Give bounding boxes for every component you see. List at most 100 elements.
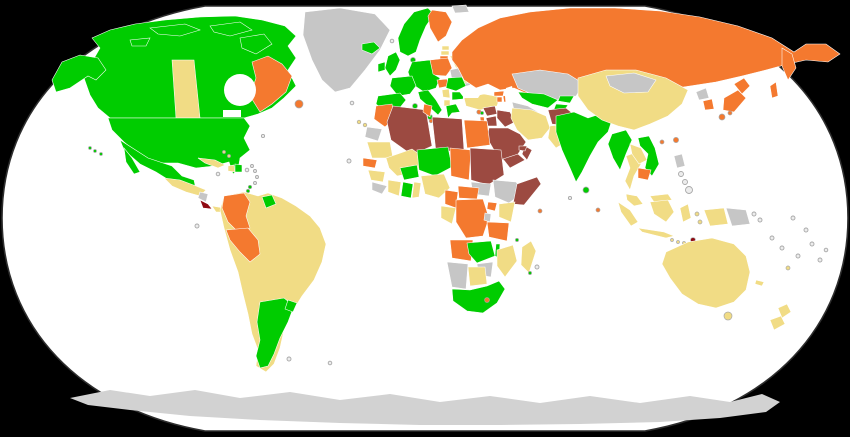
region-hong-kong (659, 139, 665, 145)
region-malaysia (625, 193, 644, 207)
region-mauritius (534, 264, 540, 270)
region-madagascar (520, 240, 537, 274)
region-jamaica (215, 171, 221, 177)
region-ireland (377, 61, 386, 73)
region-indonesia (703, 207, 729, 227)
region-reunion (528, 271, 532, 275)
region-newfoundland (294, 99, 304, 109)
region-south-korea (702, 98, 715, 111)
region-comoros (515, 238, 519, 242)
region-uganda (486, 201, 498, 212)
region-svalbard (451, 4, 470, 14)
region-guinea (367, 169, 386, 183)
region-indonesia (694, 211, 700, 217)
region-indonesia (617, 201, 639, 227)
region-philippines (673, 153, 686, 169)
region-mozambique (496, 244, 518, 278)
region-tanzania (486, 221, 510, 242)
region-falkland-islands (286, 356, 292, 362)
region-france (389, 75, 417, 97)
region-india (555, 111, 613, 183)
region-uae (518, 145, 528, 152)
region-canary-islands (356, 119, 362, 125)
region-lesser-antilles (250, 164, 254, 168)
region-sardinia (412, 103, 418, 109)
region-zambia (466, 240, 496, 264)
region-hawaii (88, 146, 92, 150)
region-haiti (227, 164, 236, 173)
region-canadian-arctic-islands (129, 37, 151, 47)
region-dominican-republic (234, 163, 243, 173)
region-togo-benin (411, 181, 422, 199)
region-galapagos (194, 223, 200, 229)
region-greece (445, 103, 461, 119)
region-canadian-arctic-islands (209, 21, 253, 37)
region-serbia (441, 88, 451, 99)
region-seychelles (537, 208, 543, 214)
region-japan (718, 113, 726, 121)
region-cote-divoire (387, 179, 402, 197)
region-finland (427, 9, 453, 43)
region-cape-verde (346, 158, 352, 164)
region-indonesia (637, 227, 675, 239)
region-japan (722, 89, 747, 113)
region-gabon-congo (440, 205, 457, 225)
region-taiwan (673, 137, 679, 143)
region-lesser-antilles (253, 181, 257, 185)
region-azores (349, 100, 355, 106)
region-pacific-islands (823, 247, 829, 253)
region-trinidad-tobago (247, 184, 253, 190)
region-niger (416, 146, 453, 177)
region-indonesia (679, 203, 692, 223)
region-iceland (361, 41, 381, 55)
region-mexico (123, 147, 141, 175)
region-yemen (502, 153, 526, 169)
region-antarctica (70, 390, 780, 425)
region-cuba (197, 157, 226, 169)
region-canary-islands (362, 122, 368, 128)
region-new-zealand (769, 315, 786, 331)
region-uzbekistan (517, 91, 559, 109)
region-south-georgia (327, 360, 333, 366)
region-indonesia (649, 199, 675, 223)
region-lebanon (480, 111, 484, 115)
region-greenland (302, 7, 391, 93)
region-ghana (400, 181, 414, 199)
region-united-kingdom (384, 51, 401, 77)
region-usa (51, 54, 107, 93)
region-papua-new-guinea (725, 207, 751, 227)
region-indonesia (697, 219, 703, 225)
region-canadian-arctic-islands (239, 33, 273, 55)
region-georgia (493, 90, 505, 97)
region-pacific-islands (790, 215, 796, 221)
region-new-zealand (777, 303, 792, 319)
region-australia (661, 237, 751, 309)
region-botswana (467, 266, 488, 287)
map-regions (51, 4, 841, 425)
region-new-caledonia (754, 279, 765, 287)
region-costa-rica (199, 199, 213, 210)
region-japan (733, 77, 751, 95)
region-kazakhstan (511, 69, 585, 101)
region-fiji (785, 265, 791, 271)
region-indian-ocean-island (595, 207, 601, 213)
region-melanesia-islands (757, 217, 763, 223)
region-bermuda (260, 133, 266, 139)
region-tasmania (723, 311, 733, 321)
region-pacific-islands (795, 253, 801, 259)
region-caspian-sea (505, 86, 515, 112)
region-senegal (362, 157, 378, 169)
region-lesser-antilles (255, 175, 259, 179)
region-south-africa (451, 280, 506, 314)
region-italy (417, 89, 443, 116)
region-vietnam (637, 135, 660, 177)
region-baltic-sea (420, 30, 434, 56)
region-mongolia (605, 72, 657, 94)
region-hudson-bay (224, 74, 256, 106)
region-pacific-islands (769, 235, 775, 241)
region-uruguay (284, 299, 298, 313)
region-black-sea (458, 88, 482, 98)
region-philippines (685, 186, 693, 194)
region-philippines (678, 171, 684, 177)
